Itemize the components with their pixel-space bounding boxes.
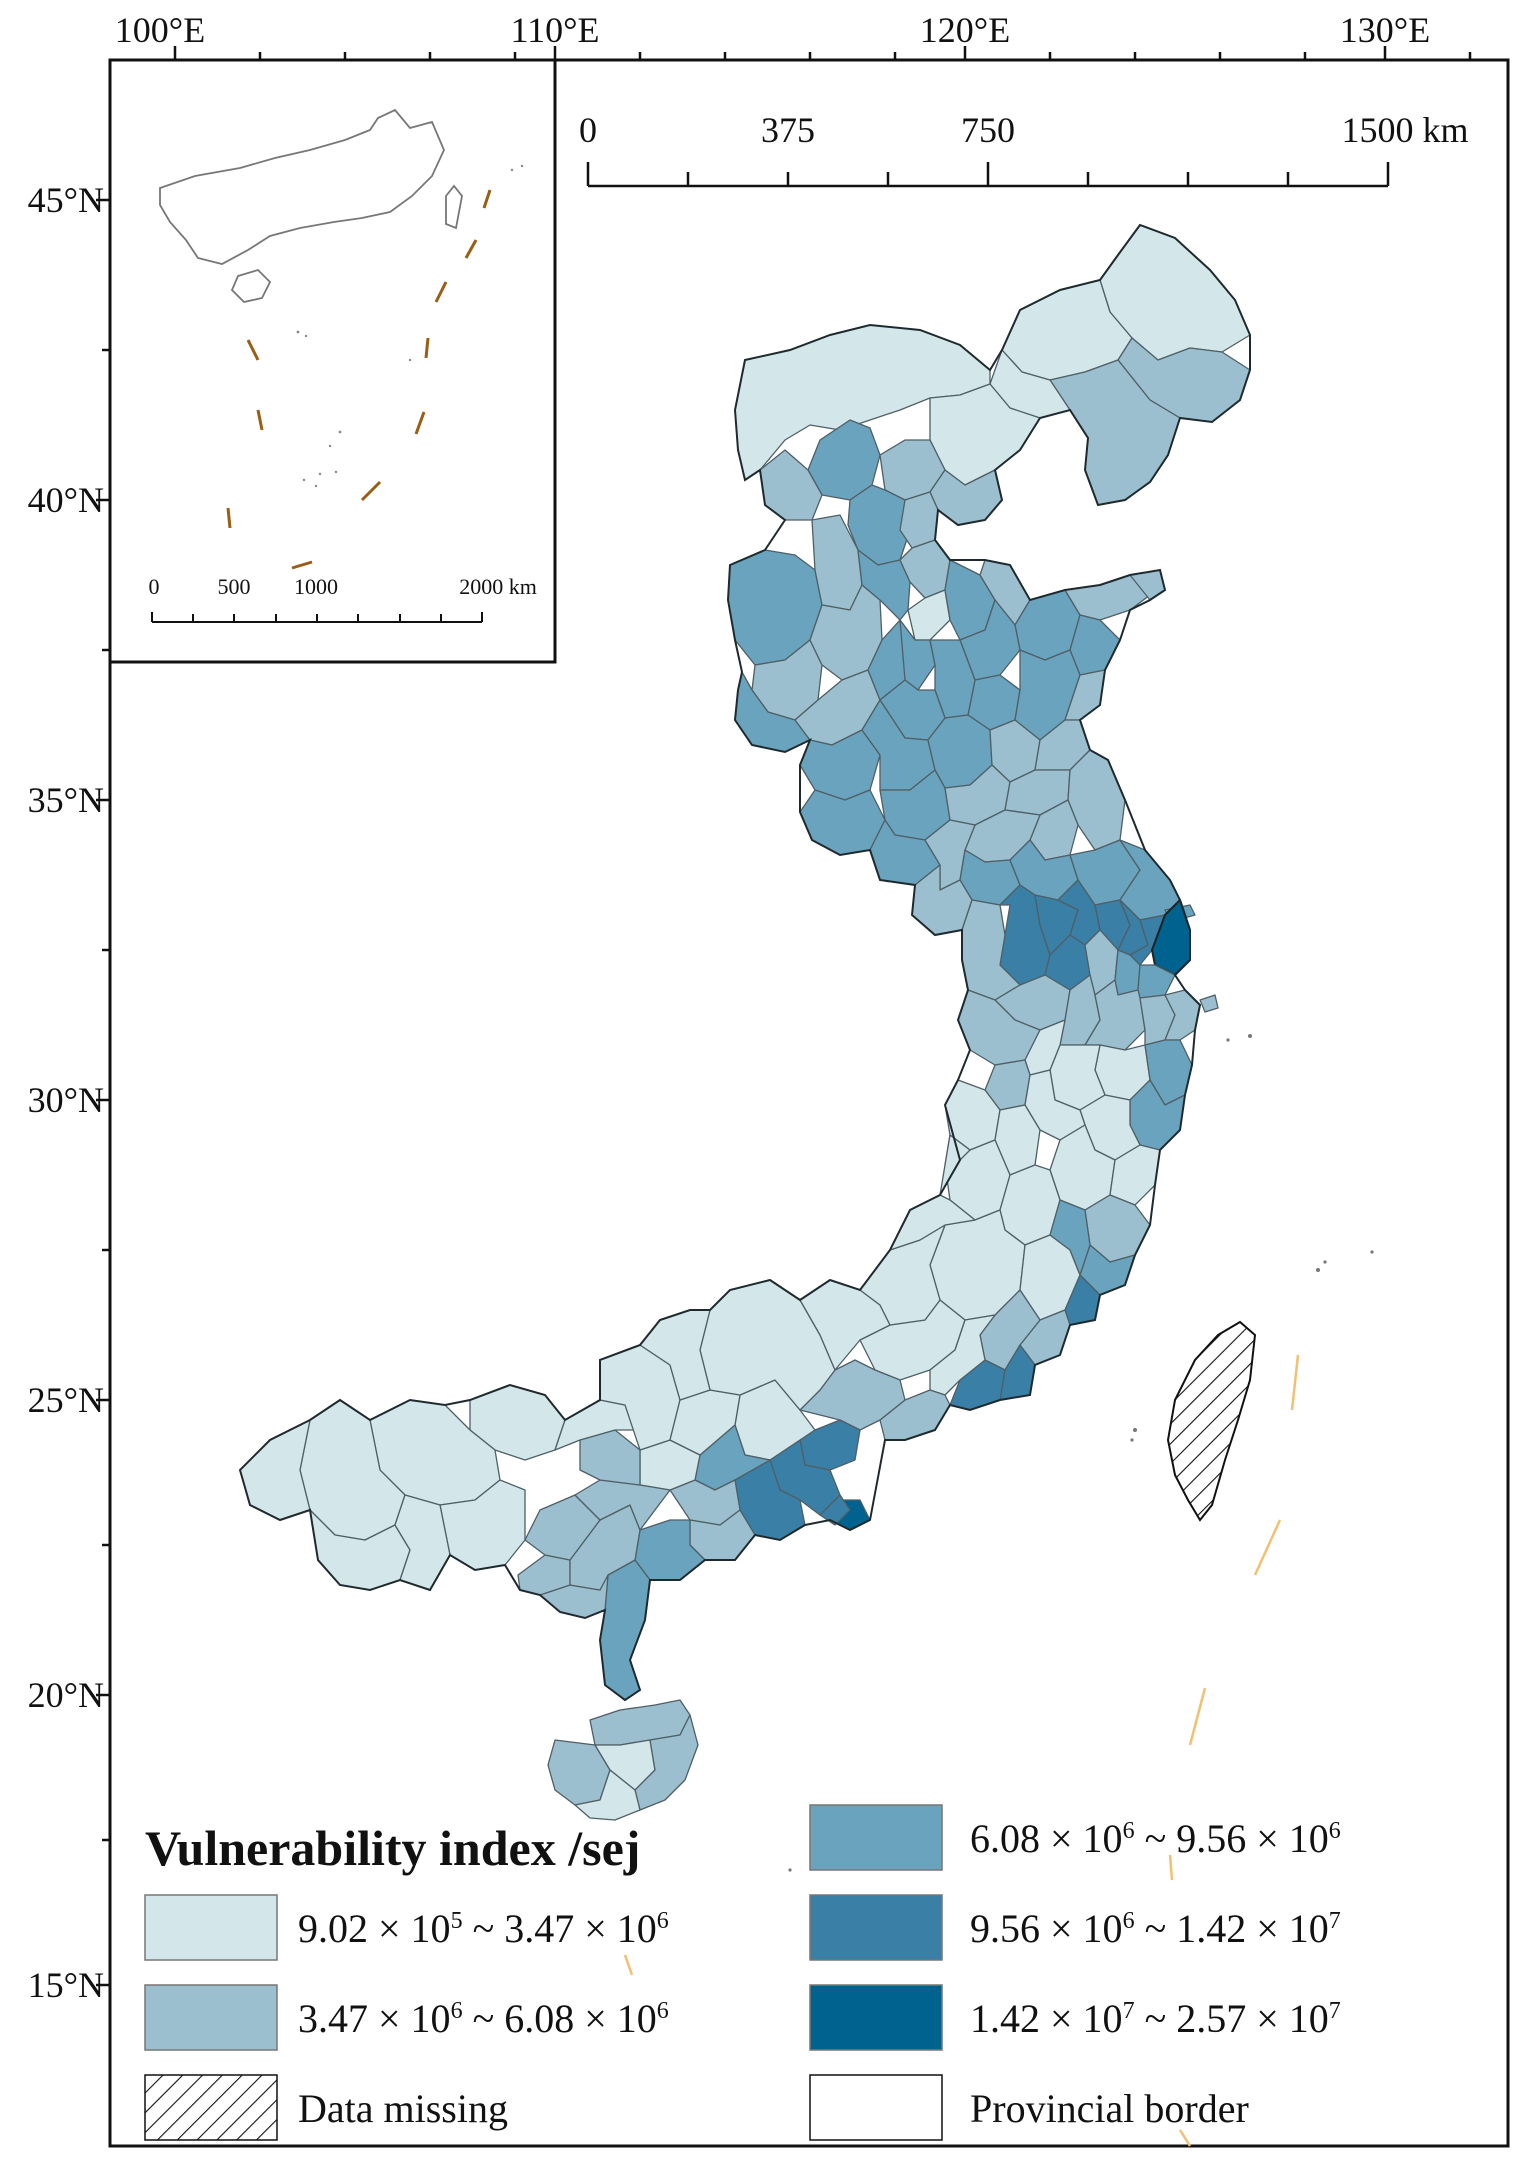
region-quanzhou <box>1049 1199 1091 1276</box>
legend: Vulnerability index /sej 9.02 × 105 ~ 3.… <box>144 1804 1341 2141</box>
choropleth-regions <box>239 224 1251 1821</box>
inset-scale-label-0: 0 <box>149 574 160 599</box>
lon-label-130e: 130°E <box>1340 10 1430 50</box>
region-qingdao <box>1069 614 1121 676</box>
inset-map: 0 500 1000 2000 km <box>108 58 557 664</box>
region-tianjin <box>899 491 939 549</box>
scale-label-375: 375 <box>761 110 815 150</box>
scale-label-750: 750 <box>961 110 1015 150</box>
legend-title: Vulnerability index /sej <box>145 1820 640 1876</box>
region-sanya <box>574 1769 641 1821</box>
legend-label-border: Provincial border <box>970 2086 1249 2131</box>
nine-dash-line <box>623 1354 1300 2147</box>
legend-swatch-5 <box>809 1984 943 2051</box>
region-laibin <box>579 1429 641 1486</box>
region-hainan-east <box>634 1714 699 1811</box>
inset-scale-label-1000: 1000 <box>294 574 338 599</box>
legend-swatch-missing <box>144 2074 278 2141</box>
legend-swatch-2 <box>144 1984 278 2051</box>
lat-label-15n: 15°N <box>28 1965 104 2005</box>
legend-swatch-3 <box>809 1804 943 1871</box>
lat-label-20n: 20°N <box>28 1675 104 1715</box>
legend-swatch-border <box>809 2074 943 2141</box>
lon-label-120e: 120°E <box>920 10 1010 50</box>
provincial-borders <box>238 223 1251 1702</box>
region-taiwan-missing <box>1166 1320 1257 1522</box>
graticule-ticks <box>96 46 1472 1987</box>
legend-swatch-1 <box>144 1894 278 1961</box>
lon-label-100e: 100°E <box>115 10 205 50</box>
lat-label-25n: 25°N <box>28 1380 104 1420</box>
lat-label-45n: 45°N <box>28 180 104 220</box>
region-hengshui <box>907 589 951 641</box>
legend-label-missing: Data missing <box>298 2086 508 2131</box>
region-luoyang <box>799 729 881 801</box>
scale-label-1500km: 1500 km <box>1341 110 1468 150</box>
legend-label-4: 9.56 × 106 ~ 1.42 × 107 <box>970 1906 1341 1951</box>
inset-scale-label-2000: 2000 km <box>459 574 537 599</box>
lat-label-40n: 40°N <box>28 480 104 520</box>
lon-label-110e: 110°E <box>510 10 599 50</box>
inset-scale-label-500: 500 <box>218 574 251 599</box>
legend-swatch-4 <box>809 1894 943 1961</box>
scale-bar <box>586 162 1390 188</box>
scale-label-0: 0 <box>579 110 597 150</box>
region-zhoushan <box>1199 994 1219 1013</box>
legend-label-5: 1.42 × 107 ~ 2.57 × 107 <box>970 1996 1341 2041</box>
region-yancheng <box>1067 749 1126 851</box>
lat-label-30n: 30°N <box>28 1080 104 1120</box>
legend-label-1: 9.02 × 105 ~ 3.47 × 106 <box>298 1906 669 1951</box>
region-zhuhai <box>819 1494 851 1526</box>
region-baoding <box>847 484 911 566</box>
legend-label-2: 3.47 × 106 ~ 6.08 × 106 <box>298 1996 669 2041</box>
legend-label-3: 6.08 × 106 ~ 9.56 × 106 <box>970 1816 1341 1861</box>
lat-label-35n: 35°N <box>28 780 104 820</box>
island-specks <box>788 1034 1374 1872</box>
